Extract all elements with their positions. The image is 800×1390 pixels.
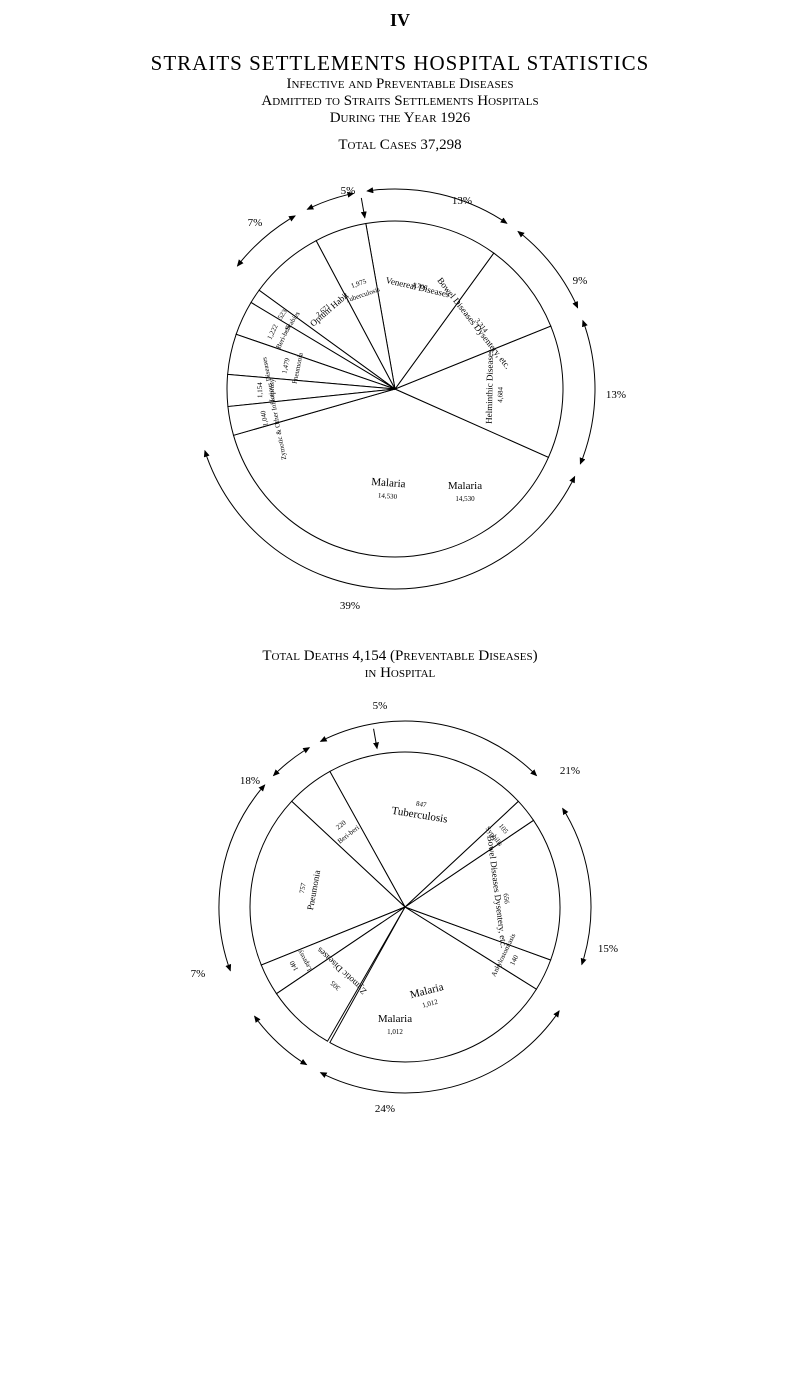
svg-text:1,154: 1,154 — [256, 382, 264, 398]
title-block: STRAITS SETTLEMENTS HOSPITAL STATISTICS … — [0, 51, 800, 154]
svg-text:847: 847 — [415, 800, 427, 810]
svg-text:656: 656 — [502, 893, 511, 905]
svg-text:9%: 9% — [573, 275, 588, 287]
svg-text:1,012: 1,012 — [387, 1028, 403, 1036]
svg-text:7%: 7% — [191, 968, 206, 980]
svg-text:5%: 5% — [373, 700, 388, 712]
title-line3: Admitted to Straits Settlements Hospital… — [0, 93, 800, 110]
page-number: IV — [0, 0, 800, 31]
svg-text:13%: 13% — [452, 195, 472, 207]
svg-text:14,530: 14,530 — [455, 495, 475, 503]
svg-text:39%: 39% — [340, 600, 360, 612]
total-cases: Total Cases 37,298 — [0, 137, 800, 154]
svg-text:15%: 15% — [598, 943, 618, 955]
title-line4: During the Year 1926 — [0, 110, 800, 127]
svg-text:5%: 5% — [341, 185, 356, 197]
svg-text:21%: 21% — [560, 765, 580, 777]
svg-text:4,684: 4,684 — [496, 386, 504, 402]
title-line2: Infective and Preventable Diseases — [0, 76, 800, 93]
svg-text:14,530: 14,530 — [378, 492, 398, 501]
svg-text:Malaria: Malaria — [378, 1013, 412, 1025]
svg-text:13%: 13% — [606, 389, 626, 401]
title-main: STRAITS SETTLEMENTS HOSPITAL STATISTICS — [0, 51, 800, 76]
svg-text:Malaria: Malaria — [448, 480, 482, 492]
svg-text:7%: 7% — [248, 217, 263, 229]
deaths-sub: in Hospital — [365, 665, 436, 681]
svg-text:24%: 24% — [375, 1103, 395, 1115]
svg-text:Malaria: Malaria — [371, 476, 406, 490]
deaths-title: Total Deaths 4,154 (Preventable Diseases… — [262, 648, 537, 664]
deaths-title-block: Total Deaths 4,154 (Preventable Diseases… — [0, 648, 800, 682]
deaths-pie-chart: 24%15%21%5%18%7%Malaria1,012Ankylostomia… — [140, 682, 660, 1132]
svg-text:Helminthic Diseases: Helminthic Diseases — [484, 349, 495, 424]
svg-text:18%: 18% — [240, 775, 260, 787]
cases-pie-chart: 39% 13% 9% 13% 5% 7% Malaria 14,530 Helminthic D… — [140, 154, 660, 624]
